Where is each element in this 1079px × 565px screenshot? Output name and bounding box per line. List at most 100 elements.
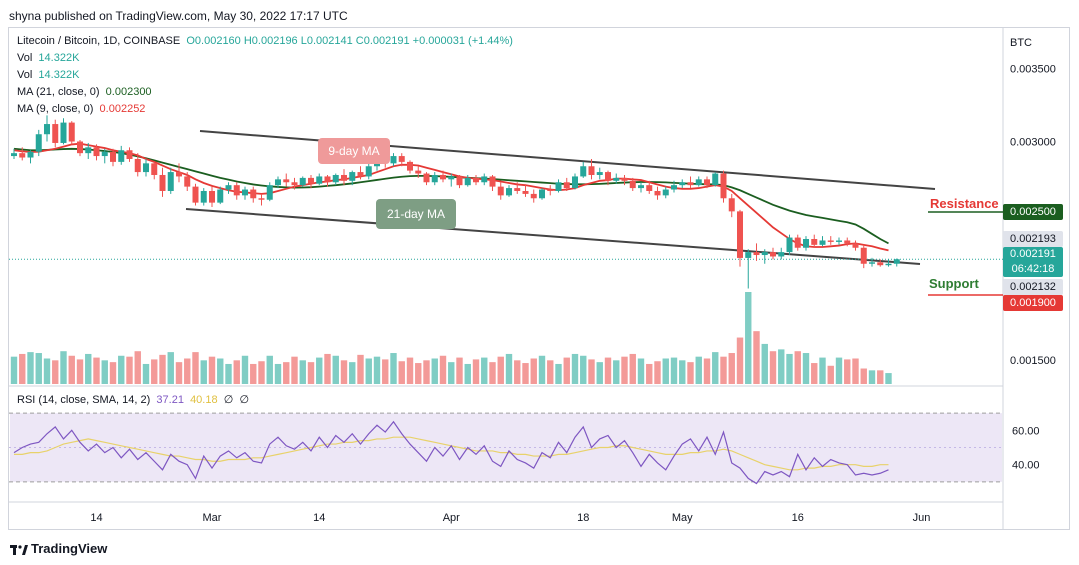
candle-body bbox=[588, 166, 595, 175]
volume-bar bbox=[868, 370, 876, 384]
candle-body bbox=[464, 177, 471, 186]
volume-bar bbox=[885, 373, 892, 384]
volume-bar bbox=[448, 362, 455, 384]
ma21-label[interactable]: MA (21, close, 0) bbox=[17, 86, 100, 98]
rsi-label[interactable]: RSI (14, close, SMA, 14, 2) bbox=[17, 394, 151, 406]
volume-bar bbox=[332, 355, 339, 384]
candle-body bbox=[869, 262, 875, 264]
volume-bar bbox=[291, 356, 298, 384]
candle-body bbox=[778, 252, 785, 257]
candle-body bbox=[266, 185, 273, 200]
ma9-annotation: 9-day MA bbox=[318, 138, 390, 164]
volume-bar bbox=[547, 360, 554, 384]
candle-body bbox=[93, 147, 100, 157]
volume-bar bbox=[134, 351, 141, 384]
candle-body bbox=[110, 151, 116, 162]
candle-body bbox=[423, 173, 430, 183]
vol-value-1: 14.322K bbox=[38, 52, 80, 64]
volume-bar bbox=[621, 356, 628, 384]
candle-body bbox=[85, 147, 92, 154]
candle-body bbox=[563, 182, 570, 189]
price-tag-lower: 0.002132 bbox=[1003, 279, 1063, 295]
volume-bar bbox=[398, 361, 405, 384]
volume-bar bbox=[415, 363, 422, 384]
candle-body bbox=[291, 182, 298, 186]
candle-body bbox=[126, 150, 133, 159]
volume-bar bbox=[588, 359, 595, 384]
rsi-sma-value: 40.18 bbox=[190, 394, 218, 406]
volume-bar bbox=[604, 357, 612, 384]
candle-body bbox=[233, 185, 240, 196]
candle-body bbox=[827, 240, 834, 242]
x-tick-label: May bbox=[672, 512, 693, 524]
volume-bar bbox=[555, 363, 562, 384]
lower-channel-line bbox=[185, 208, 921, 265]
volume-bar bbox=[19, 353, 26, 384]
volume-bar bbox=[175, 362, 183, 384]
candle-body bbox=[629, 180, 636, 189]
volume-bar bbox=[753, 331, 760, 384]
candle-body bbox=[118, 150, 125, 162]
volume-bar bbox=[571, 353, 579, 384]
volume-bar bbox=[299, 360, 306, 384]
candle-body bbox=[341, 174, 347, 181]
resistance-price-tag: 0.002500 bbox=[1003, 204, 1063, 220]
rsi-line bbox=[13, 420, 889, 485]
volume-bar bbox=[786, 353, 793, 384]
candle-body bbox=[893, 259, 900, 264]
candle-body bbox=[794, 237, 801, 248]
ma21-value: 0.002300 bbox=[105, 86, 152, 98]
candle-body bbox=[671, 185, 677, 190]
volume-bar bbox=[670, 357, 678, 384]
candle-body bbox=[662, 189, 669, 196]
vol-label-1[interactable]: Vol bbox=[17, 52, 33, 64]
candle-body bbox=[77, 141, 83, 154]
tradingview-brand[interactable]: TradingView bbox=[10, 541, 107, 556]
candle-body bbox=[390, 156, 397, 164]
candle-body bbox=[522, 190, 529, 194]
candle-body bbox=[761, 252, 768, 256]
volume-bar bbox=[43, 358, 51, 384]
currency-label: BTC bbox=[1010, 37, 1032, 49]
vol-label-2[interactable]: Vol bbox=[17, 69, 33, 81]
candle-body bbox=[299, 177, 306, 186]
candle-body bbox=[60, 122, 67, 143]
candle-body bbox=[440, 174, 446, 180]
candle-body bbox=[770, 252, 776, 257]
volume-bar bbox=[423, 360, 430, 384]
volume-bar bbox=[324, 353, 331, 384]
ma21-legend: MA (21, close, 0) 0.002300 bbox=[17, 86, 152, 98]
last-price-value: 0.002191 bbox=[1010, 248, 1056, 260]
volume-bar bbox=[695, 356, 702, 384]
candle-body bbox=[275, 179, 281, 186]
volume-bar bbox=[761, 343, 768, 384]
ma9-label[interactable]: MA (9, close, 0) bbox=[17, 103, 94, 115]
candle-body bbox=[456, 176, 463, 186]
candle-body bbox=[803, 239, 809, 248]
volume-bar bbox=[877, 370, 884, 384]
candle-body bbox=[68, 122, 75, 142]
candle-body bbox=[209, 190, 215, 203]
volume-bar bbox=[307, 362, 315, 384]
x-tick-label: 18 bbox=[577, 512, 589, 524]
symbol-title[interactable]: Litecoin / Bitcoin, 1D, COINBASE bbox=[17, 35, 181, 47]
volume-bar bbox=[464, 363, 471, 384]
x-tick-label: 14 bbox=[313, 512, 325, 524]
volume-bar bbox=[266, 355, 273, 384]
candle-body bbox=[35, 134, 42, 152]
volume-bar bbox=[736, 337, 744, 384]
candle-body bbox=[101, 151, 108, 157]
candle-body bbox=[44, 124, 50, 135]
volume-bar bbox=[662, 358, 669, 384]
volume-bar bbox=[217, 358, 224, 384]
candle-body bbox=[159, 174, 166, 191]
candle-body bbox=[679, 182, 686, 186]
volume-bar bbox=[208, 356, 216, 384]
volume-bar bbox=[365, 358, 372, 384]
candle-body bbox=[332, 174, 339, 183]
volume-bar bbox=[76, 359, 84, 384]
volume-bar bbox=[109, 362, 117, 384]
rsi-tick-label: 60.00 bbox=[1012, 425, 1040, 437]
candle-body bbox=[398, 156, 405, 162]
